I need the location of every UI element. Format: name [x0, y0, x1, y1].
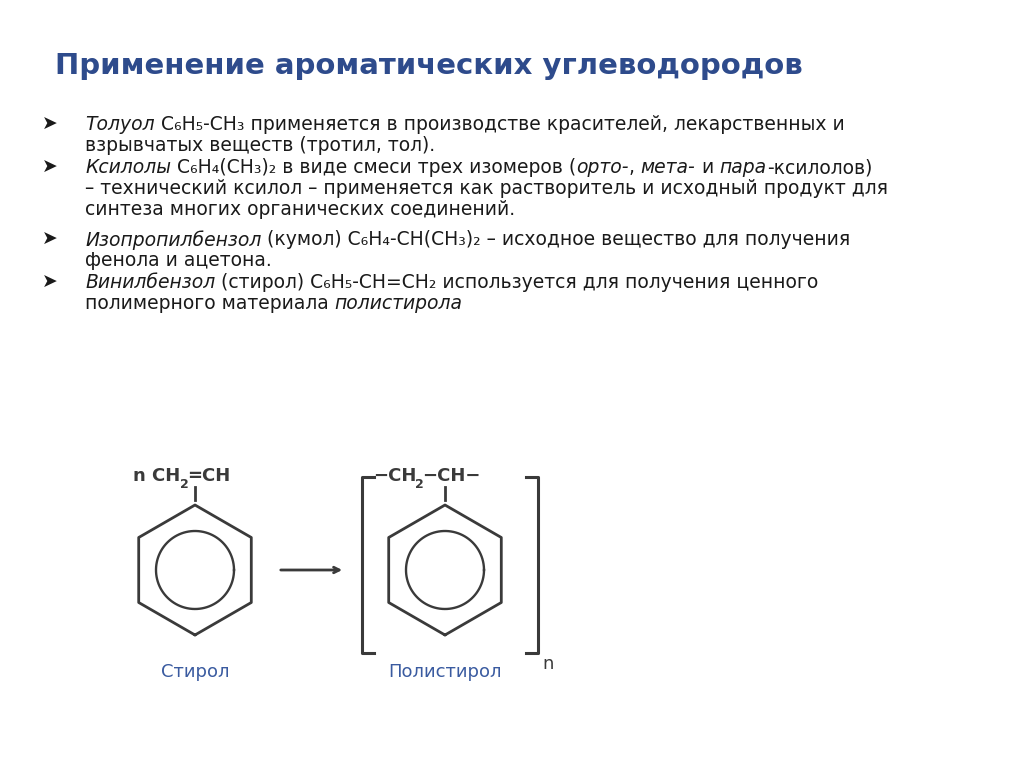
- Text: ➤: ➤: [42, 158, 57, 177]
- Text: Изопропилбензол: Изопропилбензол: [85, 230, 261, 250]
- Text: полистирола: полистирола: [335, 294, 463, 313]
- Text: Применение ароматических углеводородов: Применение ароматических углеводородов: [55, 52, 803, 80]
- Text: (стирол) C₆H₅-CH=CH₂ используется для получения ценного: (стирол) C₆H₅-CH=CH₂ используется для по…: [215, 273, 818, 292]
- Text: 2: 2: [180, 478, 188, 491]
- Text: =CH: =CH: [187, 467, 230, 485]
- Text: орто-: орто-: [577, 158, 629, 177]
- Text: (кумол) C₆H₄-CH(CH₃)₂ – исходное вещество для получения: (кумол) C₆H₄-CH(CH₃)₂ – исходное веществ…: [261, 230, 851, 249]
- Text: взрывчатых веществ (тротил, тол).: взрывчатых веществ (тротил, тол).: [85, 136, 435, 155]
- Text: C₆H₄(CH₃)₂ в виде смеси трех изомеров (: C₆H₄(CH₃)₂ в виде смеси трех изомеров (: [171, 158, 577, 177]
- Text: ➤: ➤: [42, 273, 57, 292]
- Text: синтеза многих органических соединений.: синтеза многих органических соединений.: [85, 200, 515, 219]
- Text: Полистирол: Полистирол: [388, 663, 502, 681]
- Text: -ксилолов): -ксилолов): [767, 158, 872, 177]
- Text: ➤: ➤: [42, 115, 57, 134]
- Text: и: и: [695, 158, 720, 177]
- Text: – технический ксилол – применяется как растворитель и исходный продукт для: – технический ксилол – применяется как р…: [85, 179, 888, 198]
- Text: Ксилолы: Ксилолы: [85, 158, 171, 177]
- Text: мета-: мета-: [641, 158, 695, 177]
- Text: фенола и ацетона.: фенола и ацетона.: [85, 251, 271, 270]
- Text: ➤: ➤: [42, 230, 57, 249]
- Text: Толуол: Толуол: [85, 115, 155, 134]
- Text: ,: ,: [629, 158, 641, 177]
- Text: −CH: −CH: [373, 467, 417, 485]
- Text: Стирол: Стирол: [161, 663, 229, 681]
- Text: Винилбензол: Винилбензол: [85, 273, 215, 292]
- Text: n CH: n CH: [133, 467, 180, 485]
- Text: −CH−: −CH−: [422, 467, 480, 485]
- Text: полимерного материала: полимерного материала: [85, 294, 335, 313]
- Text: C₆H₅-CH₃ применяется в производстве красителей, лекарственных и: C₆H₅-CH₃ применяется в производстве крас…: [155, 115, 845, 134]
- Text: пара: пара: [720, 158, 767, 177]
- Text: 2: 2: [415, 478, 424, 491]
- Text: n: n: [542, 655, 553, 673]
